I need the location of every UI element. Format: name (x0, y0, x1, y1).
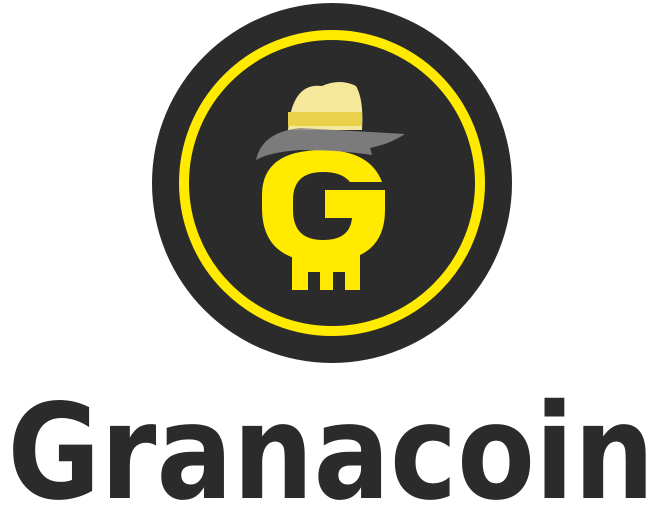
brand-name: Granacoin (8, 376, 655, 512)
plug-legs (292, 255, 360, 290)
hat-band (288, 112, 362, 126)
coin-disc (152, 3, 512, 363)
coin-ring (179, 30, 485, 336)
hat-brim (256, 128, 405, 160)
logo-icon (152, 3, 512, 363)
g-letterform (262, 150, 385, 262)
